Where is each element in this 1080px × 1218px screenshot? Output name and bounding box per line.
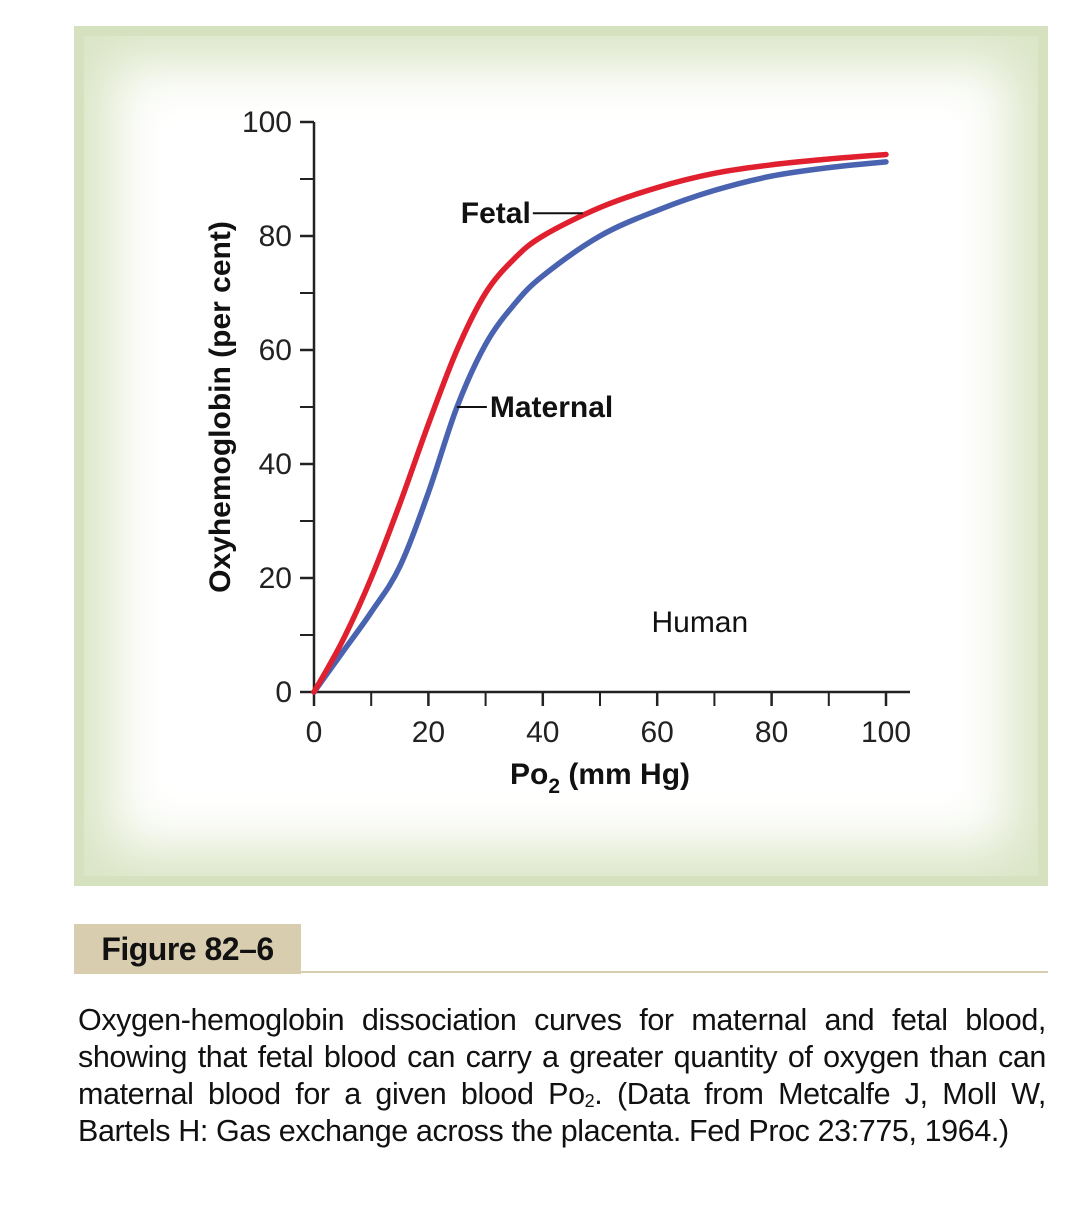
oxygen-dissociation-chart: 0 20 40 60 80 100 0 20 40 60 80 100 Fetal Maternal O… (204, 106, 911, 798)
figure-rule (301, 971, 1048, 973)
caption-subscript: 2 (584, 1091, 595, 1111)
y-tick-label: 60 (259, 334, 292, 367)
labels-layer: Oxyhemoglobin (per cent) Po2 (mm Hg) Hum… (204, 221, 748, 798)
y-tick-label: 40 (259, 448, 292, 481)
figure-label-row: Figure 82–6 (74, 924, 1048, 976)
y-tick-label: 0 (275, 676, 292, 709)
series-label-fetal: Fetal (461, 197, 531, 230)
series-line-maternal (311, 159, 889, 695)
x-tick-label: 0 (306, 716, 323, 749)
y-tick-label: 80 (259, 220, 292, 253)
y-axis-title: Oxyhemoglobin (per cent) (204, 221, 237, 593)
x-axis-title: Po2 (mm Hg) (510, 758, 690, 798)
x-axis-title-main: Po (510, 758, 548, 791)
series-layer: Fetal Maternal (311, 151, 889, 695)
series-label-maternal: Maternal (490, 391, 613, 424)
annotation-human: Human (651, 606, 748, 639)
x-tick-label: 20 (412, 716, 445, 749)
x-tick-label: 80 (755, 716, 788, 749)
figure-caption: Oxygen-hemoglobin dissociation curves fo… (78, 1002, 1046, 1150)
caption-text-1: Oxygen-hemoglobin dissociation curves fo… (78, 1003, 1046, 1111)
figure-panel: 0 20 40 60 80 100 0 20 40 60 80 100 Fetal Maternal O… (74, 26, 1048, 886)
figure-label: Figure 82–6 (74, 924, 301, 974)
x-tick-label: 40 (526, 716, 559, 749)
caption-text-2: . (Data from Metcalfe J, Moll W, Bartels… (78, 1077, 1046, 1148)
x-tick-label: 60 (641, 716, 674, 749)
axes: 0 20 40 60 80 100 0 20 40 60 80 100 (242, 106, 911, 749)
y-tick-label: 20 (259, 562, 292, 595)
x-axis-title-unit: (mm Hg) (560, 758, 690, 791)
series-line-fetal (311, 151, 889, 695)
x-tick-label: 100 (861, 716, 911, 749)
y-tick-label: 100 (242, 106, 292, 139)
x-axis-title-subscript: 2 (548, 775, 560, 798)
